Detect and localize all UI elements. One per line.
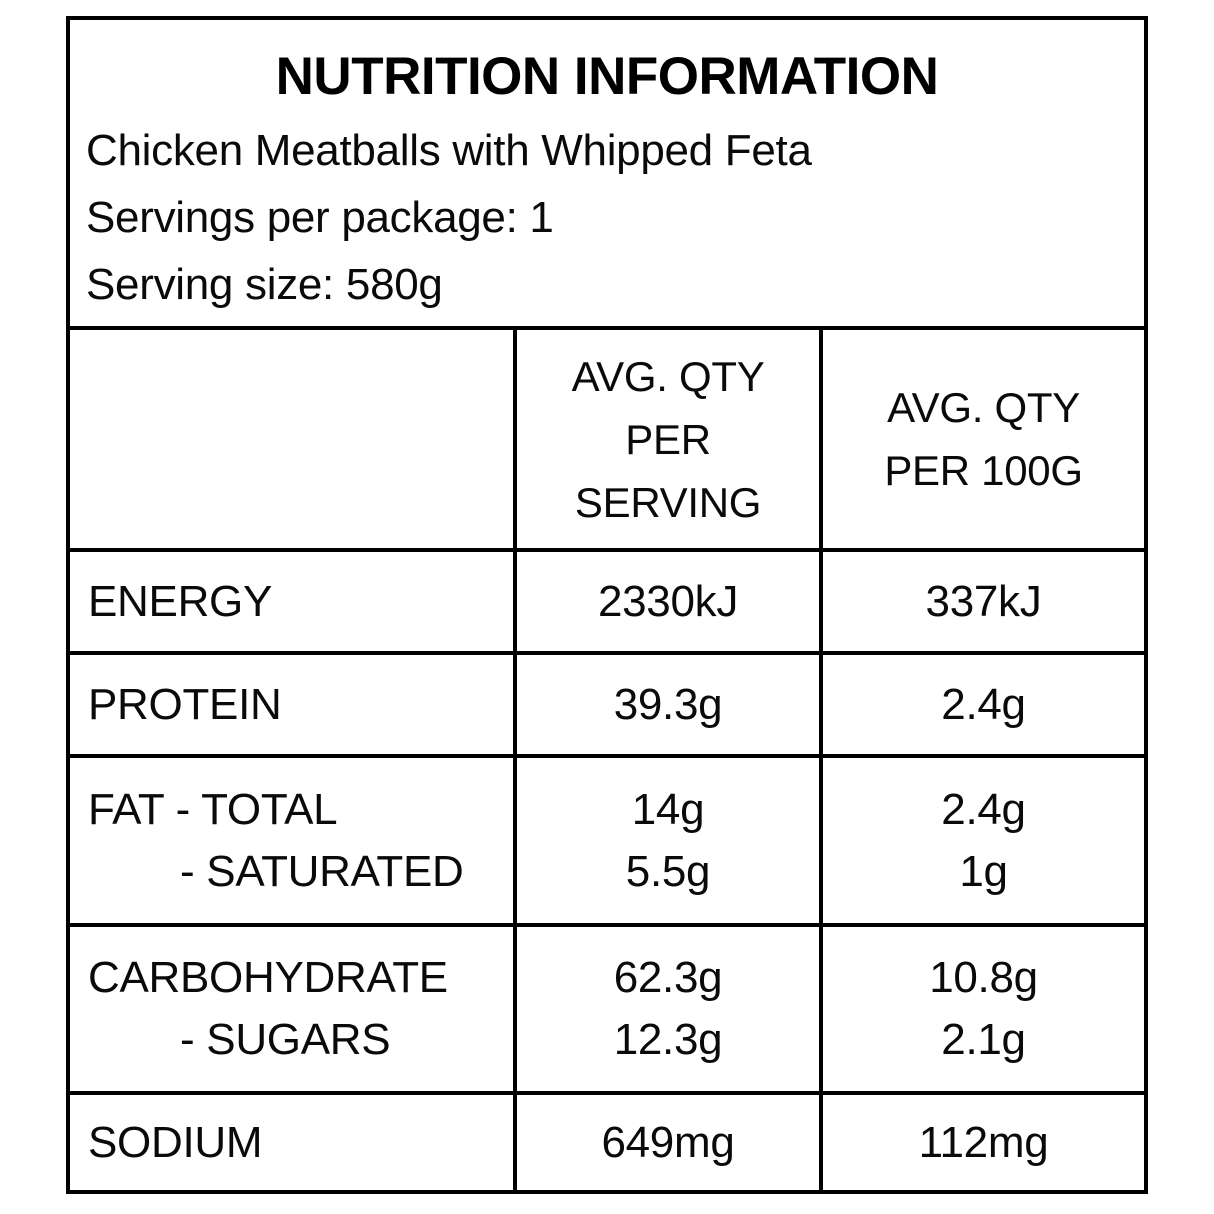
value-carbohydrate-per-serving: 62.3g 12.3g	[517, 927, 823, 1095]
panel-header: NUTRITION INFORMATION Chicken Meatballs …	[70, 20, 1144, 326]
value-energy-per-100g: 337kJ	[823, 552, 1144, 655]
row-label-sodium: SODIUM	[70, 1095, 517, 1190]
row-label-protein: PROTEIN	[70, 655, 517, 758]
nutrition-panel: NUTRITION INFORMATION Chicken Meatballs …	[66, 16, 1148, 1194]
value-fat-saturated-per-100g: 1g	[959, 846, 1008, 896]
column-header-line: SERVING	[574, 478, 762, 526]
column-header-line: AVG. QTY	[571, 352, 765, 400]
column-header-line: AVG. QTY	[887, 384, 1080, 431]
row-label-fat-saturated: - SATURATED	[180, 846, 464, 896]
value-fat-total-per-serving: 14g	[631, 784, 705, 834]
nutrition-table: AVG. QTY PER SERVING AVG. QTY PER 100G E…	[70, 326, 1144, 1190]
value-fat-per-serving: 14g 5.5g	[517, 758, 823, 927]
row-label-carbohydrate-sugars: - SUGARS	[180, 1015, 391, 1064]
column-header-per-100g: AVG. QTY PER 100G	[823, 330, 1144, 552]
product-name: Chicken Meatballs with Whipped Feta	[86, 126, 812, 175]
value-fat-per-100g: 2.4g 1g	[823, 758, 1144, 927]
value-fat-saturated-per-serving: 5.5g	[625, 846, 711, 896]
row-label-fat-total: FAT - TOTAL	[88, 784, 338, 834]
panel-title: NUTRITION INFORMATION	[275, 47, 939, 106]
value-protein-per-serving: 39.3g	[517, 655, 823, 758]
value-protein-per-100g: 2.4g	[823, 655, 1144, 758]
value-carbohydrate-sugars-per-serving: 12.3g	[613, 1015, 723, 1064]
row-label-carbohydrate: CARBOHYDRATE - SUGARS	[70, 927, 517, 1095]
row-label-fat: FAT - TOTAL - SATURATED	[70, 758, 517, 927]
value-carbohydrate-total-per-serving: 62.3g	[613, 953, 723, 1002]
value-carbohydrate-total-per-100g: 10.8g	[929, 953, 1038, 1002]
value-fat-total-per-100g: 2.4g	[941, 784, 1026, 834]
column-header-line: PER	[625, 415, 711, 463]
column-header-per-serving: AVG. QTY PER SERVING	[517, 330, 823, 552]
serving-size: Serving size: 580g	[86, 260, 443, 309]
servings-per-package: Servings per package: 1	[86, 193, 554, 242]
column-header-line: PER 100G	[884, 447, 1083, 494]
value-energy-per-serving: 2330kJ	[517, 552, 823, 655]
value-sodium-per-serving: 649mg	[517, 1095, 823, 1190]
column-header-blank	[70, 330, 517, 552]
value-carbohydrate-per-100g: 10.8g 2.1g	[823, 927, 1144, 1095]
value-sodium-per-100g: 112mg	[823, 1095, 1144, 1190]
row-label-energy: ENERGY	[70, 552, 517, 655]
value-carbohydrate-sugars-per-100g: 2.1g	[941, 1015, 1026, 1064]
row-label-carbohydrate-total: CARBOHYDRATE	[88, 953, 448, 1002]
